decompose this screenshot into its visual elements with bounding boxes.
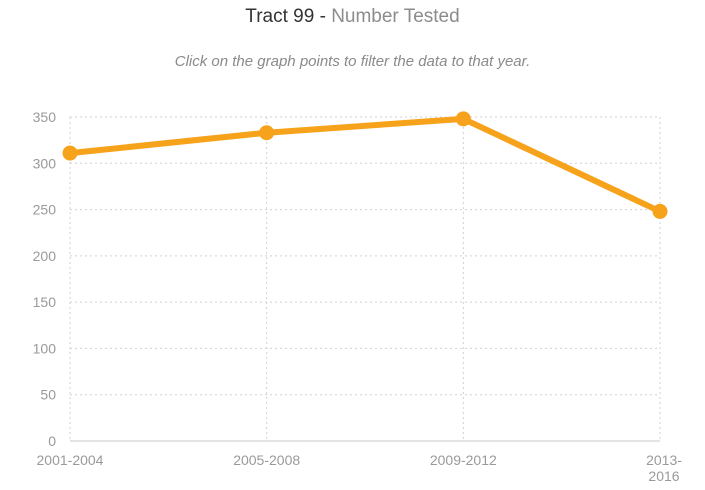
y-tick-label: 350 bbox=[33, 109, 57, 125]
grid-layer bbox=[69, 116, 661, 442]
y-axis-labels: 0 50 100 150 200 250 300 350 bbox=[33, 109, 57, 449]
y-tick-label: 50 bbox=[40, 387, 56, 403]
y-tick-label: 200 bbox=[33, 248, 57, 264]
x-tick-label: 2013-2016 bbox=[646, 452, 682, 484]
chart-hint: Click on the graph points to filter the … bbox=[174, 53, 531, 70]
title-separator: - bbox=[314, 6, 332, 27]
y-tick-label: 250 bbox=[33, 202, 57, 218]
title-tract: Tract 99 bbox=[245, 6, 315, 27]
data-point-2005-2008[interactable] bbox=[259, 125, 275, 141]
y-tick-label: 300 bbox=[33, 155, 57, 171]
y-tick-label: 100 bbox=[33, 340, 57, 356]
x-tick-label: 2009-2012 bbox=[430, 452, 497, 468]
data-point-2009-2012[interactable] bbox=[455, 111, 471, 127]
data-point-2001-2004[interactable] bbox=[62, 145, 78, 161]
y-tick-label: 150 bbox=[33, 294, 57, 310]
series-number-tested bbox=[62, 111, 668, 219]
y-tick-label: 0 bbox=[48, 433, 56, 449]
x-tick-label: 2005-2008 bbox=[233, 452, 300, 468]
x-tick-label: 2001-2004 bbox=[37, 452, 104, 468]
data-point-2013-2016[interactable] bbox=[652, 203, 668, 219]
series-line bbox=[67, 115, 663, 215]
title-metric: Number Tested bbox=[331, 6, 460, 27]
chart-title: Tract 99 - Number Tested bbox=[0, 6, 705, 28]
x-axis-labels: 2001-2004 2005-2008 2009-2012 2013-2016 bbox=[37, 452, 683, 484]
